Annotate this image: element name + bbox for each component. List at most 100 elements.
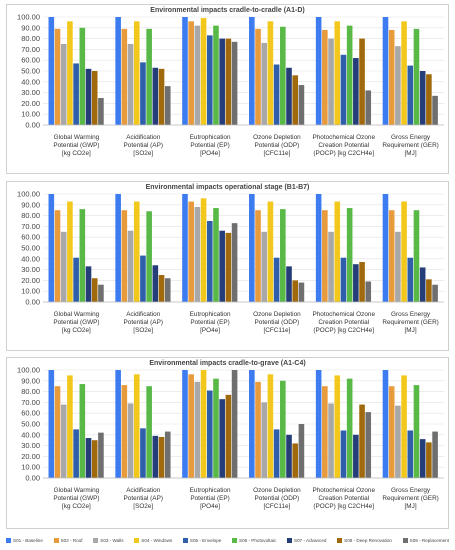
legend-item: S08 - Deep Renovation	[337, 537, 392, 543]
y-tick-label: 20.00	[21, 452, 40, 461]
bar	[73, 429, 79, 478]
y-tick-label: 0.00	[25, 474, 40, 483]
bar	[432, 431, 438, 478]
bar	[133, 21, 140, 125]
y-tick-label: 30.00	[21, 88, 40, 97]
bar	[164, 431, 171, 478]
bar	[98, 284, 104, 302]
category-label: [kg CO2e]	[62, 327, 91, 334]
category-label: [CFC11e]	[263, 503, 290, 510]
category-label: Gross Energy	[391, 134, 431, 141]
legend-item: S04 - Windows	[134, 537, 173, 543]
category-label: Eutrophication	[190, 134, 231, 141]
y-tick-label: 50.00	[21, 67, 40, 76]
bar	[328, 231, 334, 302]
bar	[54, 28, 61, 126]
bar	[286, 67, 292, 125]
category-label: Global Warming	[54, 311, 100, 318]
legend-label: S04 - Windows	[141, 537, 173, 543]
y-tick-label: 10.00	[21, 463, 40, 472]
legend-item: S01 - Baseline	[6, 537, 43, 543]
bar	[115, 194, 121, 302]
category-label: Ozone Depletion	[253, 134, 301, 141]
y-tick-label: 10.00	[21, 287, 40, 296]
legend-item: S05 - Envelope	[182, 537, 221, 543]
bar	[121, 210, 128, 302]
bar	[188, 21, 194, 125]
bar	[322, 210, 328, 302]
bar	[54, 210, 61, 302]
category-label: Global Warming	[54, 487, 100, 494]
category-label: Requirement (GER)	[382, 495, 438, 502]
bar	[219, 399, 225, 478]
bar	[280, 26, 286, 125]
chart-panel-operational-stage: Environmental impacts operational stage …	[6, 181, 449, 351]
bar	[140, 62, 146, 125]
bar	[340, 430, 347, 478]
bar	[158, 68, 165, 125]
bar	[73, 257, 79, 302]
y-tick-label: 50.00	[21, 420, 40, 429]
bar	[115, 17, 121, 125]
bar	[267, 374, 274, 478]
category-label: [MJ]	[405, 150, 417, 157]
category-label: (POCP) [kg C2CH4e]	[313, 503, 374, 510]
bar	[419, 267, 426, 302]
bar	[382, 370, 389, 478]
category-label: Potential (ODP)	[255, 319, 300, 326]
bar	[353, 58, 359, 125]
bar	[401, 201, 407, 302]
category-label: Potential (EP)	[190, 495, 229, 502]
bar	[98, 432, 104, 478]
category-label: [PO4e]	[200, 327, 220, 334]
category-label: Creation Potential	[318, 142, 369, 149]
y-tick-label: 30.00	[21, 441, 40, 450]
y-tick-label: 40.00	[21, 254, 40, 263]
bar	[67, 21, 73, 125]
bar	[365, 281, 372, 302]
bar	[67, 201, 73, 302]
bar	[188, 201, 194, 302]
bar	[152, 67, 159, 125]
y-tick-label: 90.00	[21, 200, 40, 209]
bar	[67, 375, 73, 478]
bar	[280, 380, 286, 478]
bar	[334, 21, 341, 125]
bar	[273, 429, 280, 478]
bar	[328, 38, 334, 125]
category-label: [CFC11e]	[263, 327, 290, 334]
bar	[60, 44, 67, 125]
bar	[164, 86, 171, 125]
bar	[127, 44, 134, 125]
bar	[60, 404, 67, 478]
bar	[388, 210, 395, 302]
bar	[91, 71, 98, 125]
bar	[225, 38, 232, 125]
bar	[182, 370, 188, 478]
bar	[273, 64, 280, 125]
bar	[255, 28, 261, 126]
category-label: Gross Energy	[391, 311, 431, 318]
bar	[334, 375, 341, 478]
bar	[286, 266, 292, 302]
category-label: (POCP) [kg C2CH4e]	[313, 327, 374, 334]
bar	[388, 386, 395, 478]
category-label: [PO4e]	[200, 503, 220, 510]
bar	[340, 257, 347, 302]
bar	[219, 38, 225, 125]
bar	[359, 38, 365, 125]
bar	[152, 435, 159, 478]
category-label: Acidification	[126, 311, 161, 318]
legend-swatch	[182, 537, 188, 543]
bar	[273, 257, 280, 302]
bar	[200, 18, 207, 125]
bar	[395, 231, 401, 302]
category-label: Potential (AP)	[124, 142, 163, 149]
bar	[85, 266, 92, 302]
bar	[359, 404, 365, 478]
category-label: Potential (AP)	[124, 319, 163, 326]
bar	[158, 436, 165, 478]
bar	[213, 378, 219, 478]
